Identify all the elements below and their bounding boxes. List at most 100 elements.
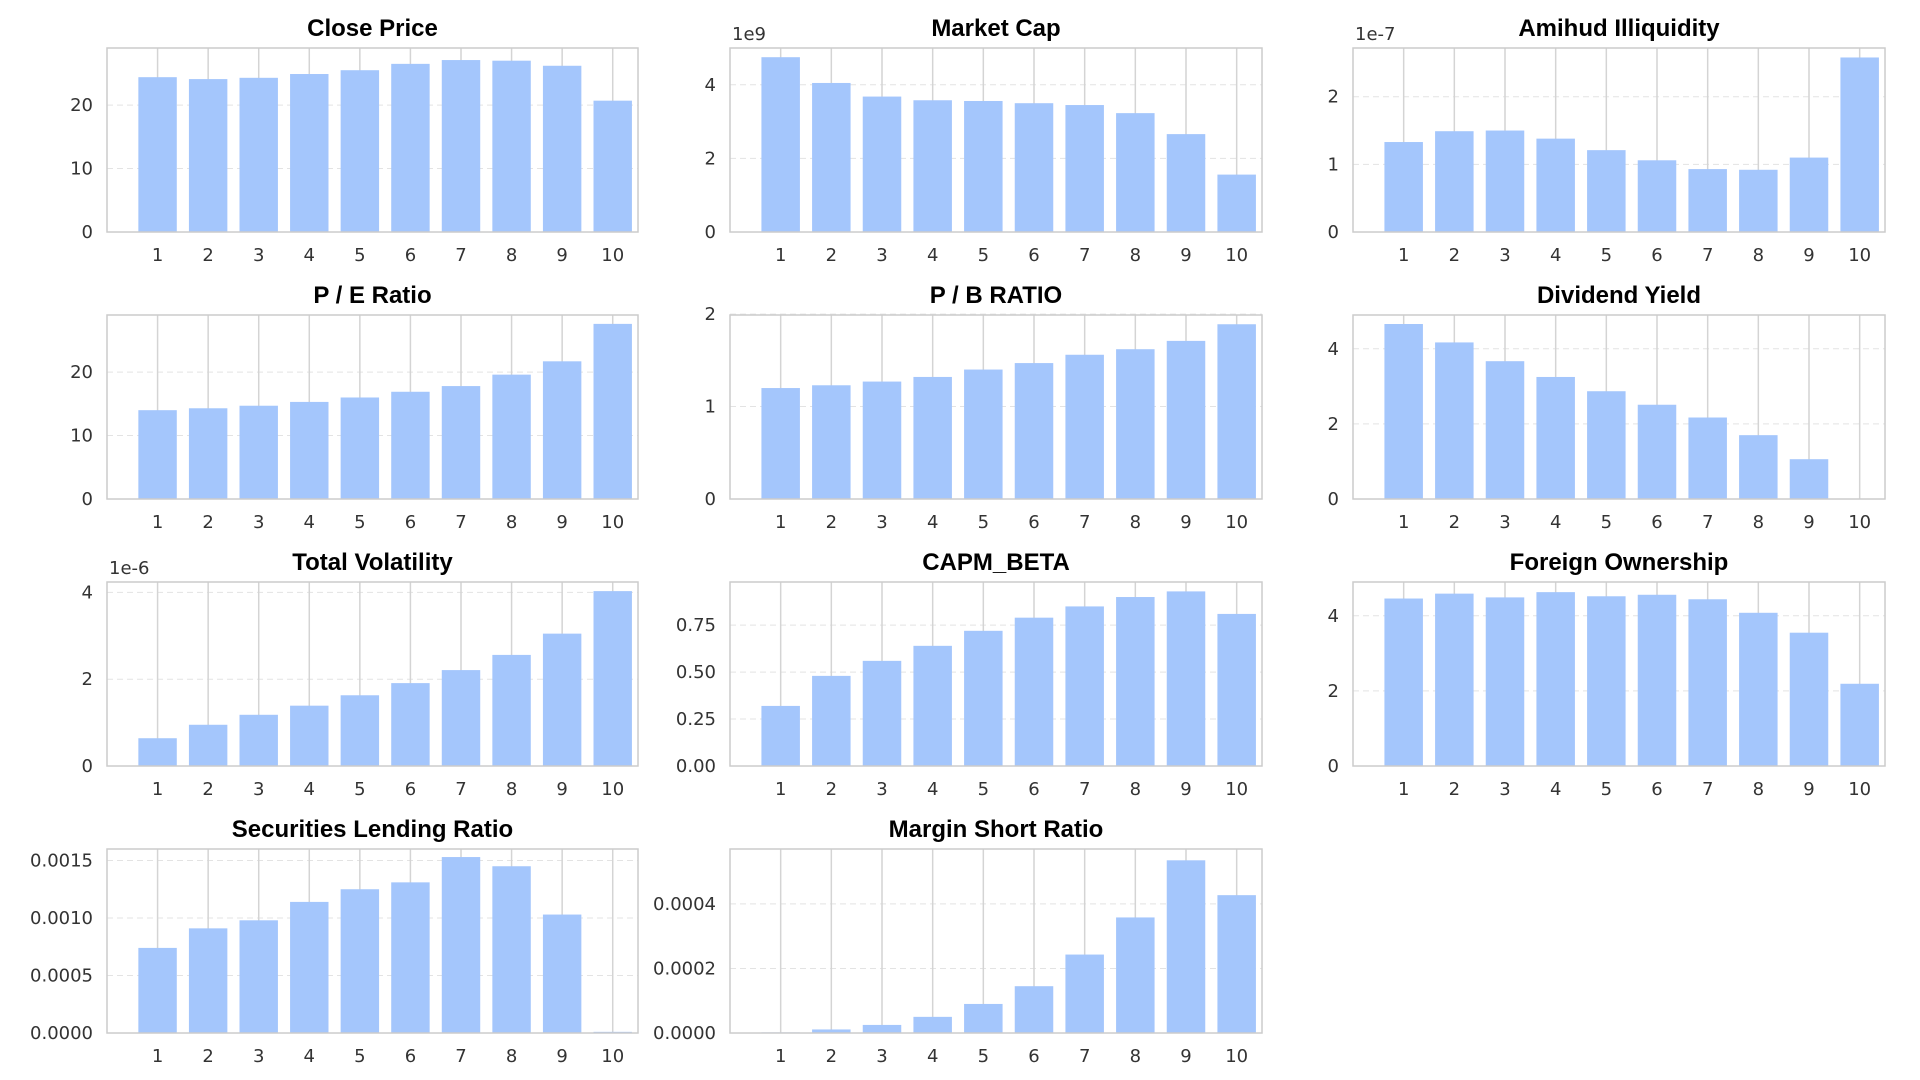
plot-frame xyxy=(106,47,639,233)
bar-10 xyxy=(593,100,632,232)
chart-title: Total Volatility xyxy=(292,549,453,576)
y-tick-label: 4 xyxy=(1328,606,1339,627)
y-tick-label: 4 xyxy=(1328,339,1339,360)
chart-title: P / E Ratio xyxy=(313,282,431,309)
y-tick-label: 0 xyxy=(1328,222,1339,243)
x-tick-label: 1 xyxy=(775,245,786,266)
bar-3 xyxy=(1485,597,1525,766)
y-tick-label: 2 xyxy=(1328,414,1339,435)
y-tick-label: 0.00 xyxy=(676,756,716,777)
x-tick-label: 2 xyxy=(1449,512,1460,533)
y-tick-label: 0 xyxy=(1328,489,1339,510)
bar-4 xyxy=(1536,138,1575,232)
x-tick-label: 2 xyxy=(202,512,213,533)
x-tick-label: 2 xyxy=(202,1046,213,1067)
bar-6 xyxy=(1014,103,1054,232)
x-tick-label: 5 xyxy=(1601,779,1612,800)
bar-8 xyxy=(1739,435,1778,499)
bar-5 xyxy=(1587,596,1626,766)
x-tick-label: 9 xyxy=(1803,512,1814,533)
chart-panel-1: Close Price 0 10 20 1 2 3 4 5 6 7 8 9 10 xyxy=(70,15,639,266)
x-tick-label: 6 xyxy=(1028,512,1039,533)
y-tick-label: 2 xyxy=(82,669,93,690)
y-tick-label: 4 xyxy=(705,75,716,96)
bar-9 xyxy=(1789,632,1829,766)
x-tick-label: 2 xyxy=(202,245,213,266)
y-tick-label: 2 xyxy=(1328,681,1339,702)
x-tick-label: 9 xyxy=(1803,779,1814,800)
plot-frame xyxy=(106,314,639,500)
plot-frame xyxy=(106,581,639,767)
bar-7 xyxy=(1065,954,1104,1033)
y-tick-label: 0.0015 xyxy=(30,851,93,872)
y-tick-label: 0.0000 xyxy=(653,1023,716,1044)
y-tick-label: 0.0000 xyxy=(30,1023,93,1044)
y-tick-label: 2 xyxy=(705,148,716,169)
x-tick-label: 2 xyxy=(826,779,837,800)
chart-panel-5: P / B RATIO 0 1 2 1 2 3 4 5 6 7 8 9 10 xyxy=(705,282,1263,533)
x-tick-label: 3 xyxy=(1499,512,1510,533)
x-tick-label: 4 xyxy=(927,512,938,533)
plot-frame xyxy=(729,848,1263,1034)
bar-7 xyxy=(1065,354,1104,499)
bar-7 xyxy=(441,60,481,232)
x-tick-label: 7 xyxy=(455,512,466,533)
x-tick-label: 5 xyxy=(978,512,989,533)
bar-10 xyxy=(1840,683,1879,766)
bar-8 xyxy=(1116,113,1155,232)
bar-8 xyxy=(1739,612,1778,766)
x-tick-label: 3 xyxy=(876,245,887,266)
x-tick-label: 10 xyxy=(601,1046,624,1067)
chart-title: Margin Short Ratio xyxy=(889,816,1104,843)
y-tick-label: 20 xyxy=(70,95,93,116)
axis-offset-label: 1e-7 xyxy=(1355,24,1395,45)
bar-4 xyxy=(290,901,329,1033)
bar-10 xyxy=(1217,613,1256,766)
x-tick-label: 7 xyxy=(1702,512,1713,533)
y-tick-label: 0.75 xyxy=(676,615,716,636)
bar-4 xyxy=(290,401,329,499)
plot-frame xyxy=(1352,314,1886,500)
chart-panel-9: Foreign Ownership 0 2 4 1 2 3 4 5 6 7 8 9 10 xyxy=(1328,549,1886,800)
bar-6 xyxy=(1014,363,1054,499)
y-tick-label: 0.25 xyxy=(676,709,716,730)
x-tick-label: 1 xyxy=(152,1046,163,1067)
y-tick-label: 0 xyxy=(82,489,93,510)
x-tick-label: 10 xyxy=(601,512,624,533)
axis-offset-label: 1e-6 xyxy=(109,558,149,579)
bar-1 xyxy=(761,388,800,499)
bar-9 xyxy=(1789,157,1829,232)
x-tick-label: 1 xyxy=(775,512,786,533)
x-tick-label: 4 xyxy=(927,1046,938,1067)
bar-8 xyxy=(1116,597,1155,766)
x-tick-label: 2 xyxy=(826,1046,837,1067)
bar-1 xyxy=(1384,598,1423,766)
chart-title: Foreign Ownership xyxy=(1510,549,1729,576)
bar-2 xyxy=(188,408,228,499)
bar-1 xyxy=(138,947,177,1033)
chart-title: Securities Lending Ratio xyxy=(232,816,513,843)
bar-7 xyxy=(1688,417,1727,499)
bar-5 xyxy=(340,695,380,766)
x-tick-label: 6 xyxy=(1651,245,1662,266)
x-tick-label: 4 xyxy=(304,779,315,800)
x-tick-label: 6 xyxy=(1028,1046,1039,1067)
x-tick-label: 5 xyxy=(978,779,989,800)
bar-10 xyxy=(1840,57,1879,233)
bar-2 xyxy=(1435,131,1474,232)
x-tick-label: 4 xyxy=(304,1046,315,1067)
bar-8 xyxy=(492,60,531,233)
x-tick-label: 5 xyxy=(354,245,365,266)
x-tick-label: 9 xyxy=(1180,245,1191,266)
x-tick-label: 1 xyxy=(1398,245,1409,266)
x-tick-label: 2 xyxy=(1449,245,1460,266)
bar-9 xyxy=(1166,860,1206,1033)
x-tick-label: 1 xyxy=(775,1046,786,1067)
bar-2 xyxy=(812,1029,851,1033)
x-tick-label: 1 xyxy=(152,512,163,533)
bar-7 xyxy=(1065,105,1104,232)
y-tick-label: 0.0004 xyxy=(653,894,716,915)
bar-10 xyxy=(593,591,632,766)
x-tick-label: 9 xyxy=(556,245,567,266)
x-tick-label: 5 xyxy=(354,512,365,533)
